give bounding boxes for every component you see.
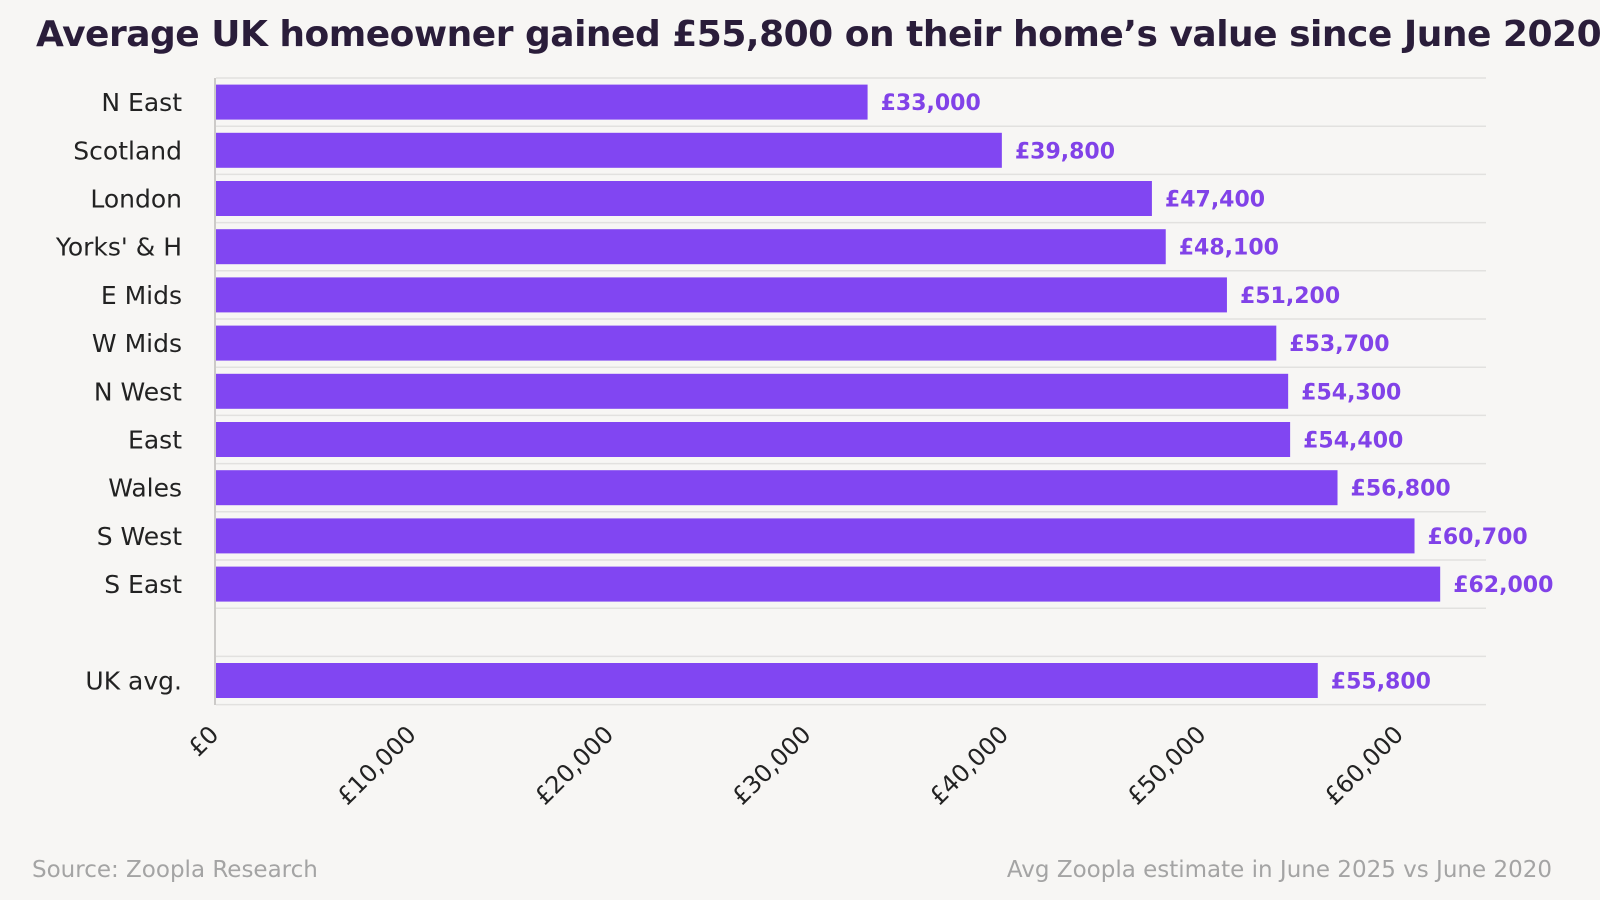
footnote: Avg Zoopla estimate in June 2025 vs June… — [1006, 857, 1552, 883]
bar-9 — [216, 518, 1415, 554]
value-label-2: £47,400 — [1165, 188, 1265, 213]
x-tick-label-0: £0 — [183, 720, 224, 761]
value-label-7: £54,400 — [1303, 429, 1403, 454]
chart-title: Average UK homeowner gained £55,800 on t… — [36, 14, 1600, 55]
bar-3 — [216, 229, 1166, 265]
bar-5 — [216, 325, 1277, 361]
category-label-7: East — [128, 426, 182, 455]
value-label-6: £54,300 — [1301, 380, 1401, 405]
bar-1 — [216, 132, 1002, 168]
x-tick-label-1: £10,000 — [332, 720, 422, 810]
x-tick-label-4: £40,000 — [924, 720, 1014, 810]
x-tick-label-3: £30,000 — [727, 720, 817, 810]
bar-11 — [216, 663, 1318, 698]
category-label-4: E Mids — [101, 281, 182, 310]
bar-4 — [216, 277, 1227, 313]
value-label-8: £56,800 — [1351, 477, 1451, 502]
bar-6 — [216, 373, 1289, 409]
x-tick-label-5: £50,000 — [1122, 720, 1212, 810]
bars — [216, 84, 1441, 698]
bar-7 — [216, 422, 1291, 457]
category-label-2: London — [90, 185, 182, 214]
category-label-0: N East — [101, 88, 182, 117]
category-label-10: S East — [104, 570, 182, 599]
category-label-1: Scotland — [73, 136, 182, 165]
value-label-3: £48,100 — [1179, 236, 1279, 261]
category-label-9: S West — [97, 522, 182, 551]
category-label-5: W Mids — [92, 329, 182, 358]
value-label-5: £53,700 — [1289, 332, 1389, 357]
value-label-11: £55,800 — [1331, 670, 1431, 695]
category-label-6: N West — [94, 377, 182, 406]
grid-lines — [214, 77, 1486, 706]
x-tick-label-2: £20,000 — [529, 720, 619, 810]
bar-2 — [216, 181, 1152, 216]
category-label-11: UK avg. — [85, 667, 182, 696]
bar-0 — [216, 84, 868, 120]
category-label-8: Wales — [108, 474, 182, 503]
category-label-3: Yorks' & H — [55, 233, 182, 262]
x-tick-label-6: £60,000 — [1319, 720, 1409, 810]
value-label-4: £51,200 — [1240, 284, 1340, 309]
value-label-10: £62,000 — [1453, 573, 1553, 598]
value-label-0: £33,000 — [881, 91, 981, 116]
value-label-9: £60,700 — [1428, 525, 1528, 550]
bar-8 — [216, 470, 1338, 506]
bar-10 — [216, 566, 1441, 602]
source-note: Source: Zoopla Research — [32, 857, 318, 883]
value-label-1: £39,800 — [1015, 139, 1115, 164]
